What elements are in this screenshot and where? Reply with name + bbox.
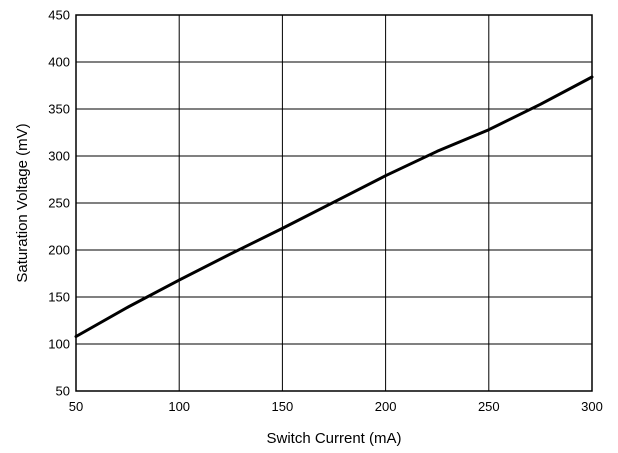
x-tick-label: 200 xyxy=(375,399,397,414)
y-tick-label: 50 xyxy=(56,384,70,399)
series-line xyxy=(74,75,594,338)
x-tick-label: 300 xyxy=(581,399,603,414)
y-tick-label: 400 xyxy=(48,55,70,70)
x-tick-labels: 50 100 150 200 250 300 xyxy=(69,399,603,414)
x-tick-label: 100 xyxy=(168,399,190,414)
x-tick-label: 50 xyxy=(69,399,83,414)
x-axis-title: Switch Current (mA) xyxy=(266,430,401,447)
plot-frame xyxy=(75,14,593,392)
y-tick-label: 200 xyxy=(48,243,70,258)
x-tick-label: 250 xyxy=(478,399,500,414)
y-tick-labels: 50 100 150 200 250 300 350 400 450 xyxy=(48,8,70,399)
y-tick-label: 150 xyxy=(48,290,70,305)
y-tick-label: 450 xyxy=(48,8,70,23)
y-tick-label: 350 xyxy=(48,102,70,117)
y-tick-label: 300 xyxy=(48,149,70,164)
y-tick-label: 250 xyxy=(48,196,70,211)
y-tick-label: 100 xyxy=(48,337,70,352)
y-axis-title: Saturation Voltage (mV) xyxy=(14,123,31,282)
grid xyxy=(76,15,592,391)
x-tick-label: 150 xyxy=(272,399,294,414)
